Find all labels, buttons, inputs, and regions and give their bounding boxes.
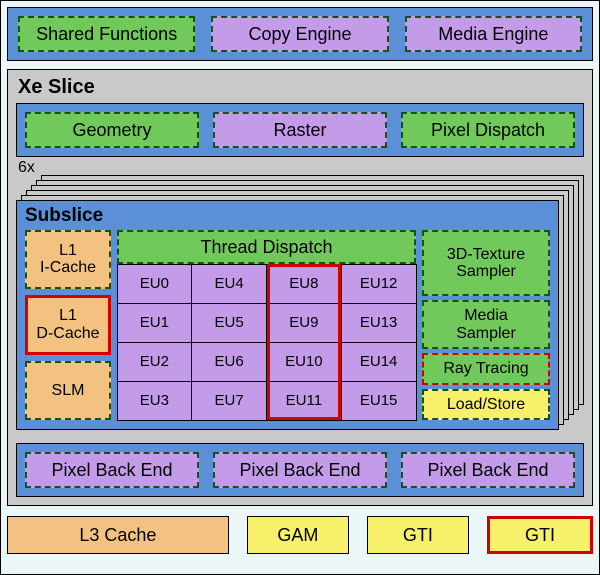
eu-cell: EU12 <box>341 264 417 304</box>
eu-cell: EU2 <box>117 342 193 382</box>
top-block: Shared Functions <box>18 16 195 52</box>
sampler-block: Ray Tracing <box>422 353 550 384</box>
slice-top-label: Pixel Dispatch <box>431 120 545 141</box>
slice-top-label: Raster <box>273 120 326 141</box>
stack-pad: Subslice L1 I-Cache L1 D-Cache SLM Thread Di… <box>0 175 584 437</box>
slice-top-row: Geometry Raster Pixel Dispatch <box>16 103 584 157</box>
eu-label: EU14 <box>360 353 398 370</box>
bottom-block-label: GTI <box>525 525 555 546</box>
eu-label: EU10 <box>285 353 323 370</box>
eu-label: EU3 <box>140 392 169 409</box>
eu-cell: EU7 <box>191 381 267 421</box>
bottom-block: GTI <box>367 516 469 554</box>
cache-label: SLM <box>52 382 85 400</box>
thread-dispatch-label: Thread Dispatch <box>200 237 332 258</box>
sampler-label: Media Sampler <box>456 307 516 342</box>
pixel-backend: Pixel Back End <box>213 452 387 488</box>
slice-top-block: Geometry <box>25 112 199 148</box>
eu-label: EU6 <box>215 353 244 370</box>
sampler-block: 3D-Texture Sampler <box>422 230 550 296</box>
eu-label: EU9 <box>289 314 318 331</box>
eu-cell: EU10 <box>266 342 342 382</box>
eu-label: EU15 <box>360 392 398 409</box>
diagram-root: Shared Functions Copy Engine Media Engine X… <box>0 0 600 575</box>
bottom-block: GTI <box>487 516 593 554</box>
cache-block: L1 I-Cache <box>25 230 111 289</box>
eu-cell: EU4 <box>191 264 267 304</box>
subslice-card: Subslice L1 I-Cache L1 D-Cache SLM Thread Di… <box>16 200 559 430</box>
eu-label: EU12 <box>360 275 398 292</box>
top-block-label: Copy Engine <box>248 24 351 45</box>
eu-label: EU2 <box>140 353 169 370</box>
bottom-block-label: L3 Cache <box>79 525 156 546</box>
eu-cell: EU3 <box>117 381 193 421</box>
pixel-backend-label: Pixel Back End <box>427 460 548 481</box>
slice-top-label: Geometry <box>72 120 151 141</box>
eu-cell: EU14 <box>341 342 417 382</box>
bottom-block: GAM <box>247 516 349 554</box>
subslice-title: Subslice <box>25 205 550 227</box>
cache-block: L1 D-Cache <box>25 295 111 356</box>
eu-label: EU7 <box>215 392 244 409</box>
xe-slice: Xe SliceGeometryRasterPixel Dispatch6xSu… <box>7 69 593 506</box>
cache-label: L1 D-Cache <box>36 307 99 342</box>
eu-cell: EU5 <box>191 303 267 343</box>
eu-cell: EU9 <box>266 303 342 343</box>
top-block: Media Engine <box>405 16 582 52</box>
sampler-block: Load/Store <box>422 389 550 420</box>
subslice-right-col: 3D-Texture Sampler Media Sampler Ray Traci… <box>422 230 550 420</box>
pixel-backend: Pixel Back End <box>25 452 199 488</box>
subslice-stack: Subslice L1 I-Cache L1 D-Cache SLM Thread Di… <box>16 175 584 411</box>
subslice-left-col: L1 I-Cache L1 D-Cache SLM <box>25 230 111 420</box>
eu-label: EU13 <box>360 314 398 331</box>
eu-label: EU0 <box>140 275 169 292</box>
eu-cell: EU15 <box>341 381 417 421</box>
slice-top-block: Raster <box>213 112 387 148</box>
sampler-block: Media Sampler <box>422 300 550 349</box>
pixel-backend-label: Pixel Back End <box>51 460 172 481</box>
eu-cell: EU13 <box>341 303 417 343</box>
slice-bottom-row: Pixel Back End Pixel Back End Pixel Back E… <box>16 443 584 497</box>
eu-label: EU1 <box>140 314 169 331</box>
top-block-label: Media Engine <box>438 24 548 45</box>
slice-top-block: Pixel Dispatch <box>401 112 575 148</box>
eu-cell: EU1 <box>117 303 193 343</box>
eu-label: EU11 <box>286 392 322 409</box>
eu-cell: EU6 <box>191 342 267 382</box>
pixel-backend: Pixel Back End <box>401 452 575 488</box>
bottom-block-label: GAM <box>277 525 318 546</box>
eu-cell: EU0 <box>117 264 193 304</box>
top-block-label: Shared Functions <box>36 24 177 45</box>
top-engine-row: Shared Functions Copy Engine Media Engine <box>7 7 593 61</box>
thread-dispatch: Thread Dispatch <box>117 230 416 264</box>
sampler-label: 3D-Texture Sampler <box>447 246 525 281</box>
eu-grid: EU0 EU4 EU8 EU12 EU1 EU5 EU9 EU13 EU2 EU6 EU10 EU14… <box>117 264 416 420</box>
subslice-center: Thread Dispatch EU0 EU4 EU8 EU12 EU1 EU5 EU9 EU1… <box>117 230 416 420</box>
eu-cell: EU8 <box>266 264 342 304</box>
eu-label: EU4 <box>215 275 244 292</box>
top-block: Copy Engine <box>211 16 388 52</box>
subslice-body: L1 I-Cache L1 D-Cache SLM Thread Dispatch EU… <box>25 230 550 420</box>
sampler-label: Ray Tracing <box>443 360 528 378</box>
bottom-block: L3 Cache <box>7 516 229 554</box>
cache-label: L1 I-Cache <box>40 242 96 277</box>
sampler-label: Load/Store <box>447 396 525 414</box>
eu-label: EU8 <box>289 275 318 292</box>
eu-cell: EU11 <box>266 381 342 421</box>
slice-title: Xe Slice <box>16 74 584 103</box>
bottom-block-label: GTI <box>403 525 433 546</box>
eu-label: EU5 <box>215 314 244 331</box>
cache-block: SLM <box>25 361 111 420</box>
bottom-row: L3 Cache GAM GTI GTI <box>7 516 593 554</box>
pixel-backend-label: Pixel Back End <box>239 460 360 481</box>
